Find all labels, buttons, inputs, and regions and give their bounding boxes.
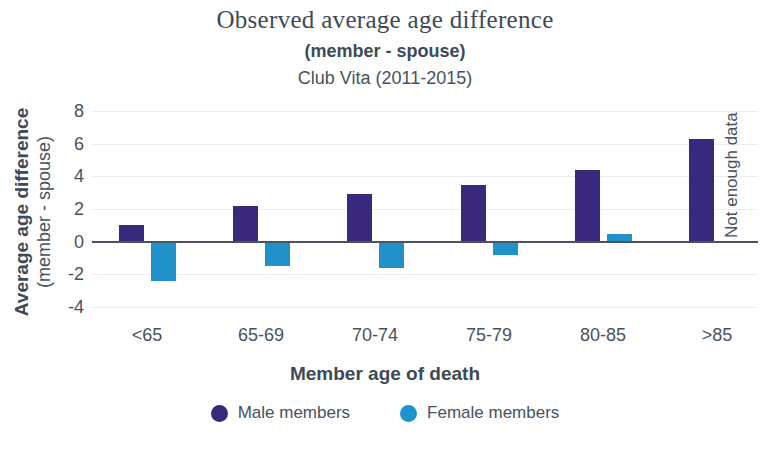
x-tick-label-<65: <65 (132, 325, 163, 346)
x-tick-label-65-69: 65-69 (238, 325, 284, 346)
plot-area (92, 111, 758, 307)
gridline-y-8 (92, 111, 758, 112)
bar-male-70-74 (347, 194, 372, 241)
x-axis-line (92, 241, 758, 243)
bar-female-70-74 (379, 242, 404, 268)
x-tick-label->85: >85 (702, 325, 733, 346)
x-tick-label-75-79: 75-79 (466, 325, 512, 346)
y-tick-label-4: 4 (38, 165, 84, 187)
legend-item-male-members: Male members (211, 403, 350, 423)
legend-marker-icon (400, 405, 417, 422)
chart-subtitle: (member - spouse) (0, 41, 770, 62)
chart-period-label: Club Vita (2011-2015) (0, 68, 770, 89)
x-tick-label-70-74: 70-74 (352, 325, 398, 346)
y-tick-label--4: -4 (38, 296, 84, 318)
chart-canvas: Observed average age difference (member … (0, 0, 770, 463)
bar-female-<65 (151, 242, 176, 281)
legend-marker-icon (211, 405, 228, 422)
legend-item-female-members: Female members (400, 403, 559, 423)
bar-male->85 (689, 139, 714, 242)
gridline-y-6 (92, 144, 758, 145)
legend-label: Female members (427, 403, 559, 423)
gridline-y--2 (92, 274, 758, 275)
y-axis-title-line1: Average age difference (11, 108, 33, 316)
gridline-y-2 (92, 209, 758, 210)
legend: Male members Female members (0, 403, 770, 423)
x-tick-label-80-85: 80-85 (580, 325, 626, 346)
y-tick-label-2: 2 (38, 198, 84, 220)
x-axis-title: Member age of death (0, 363, 770, 385)
bar-female-75-79 (493, 242, 518, 255)
bar-male-<65 (119, 225, 144, 241)
bar-male-80-85 (575, 170, 600, 242)
gridline-y--4 (92, 307, 758, 308)
y-tick-label-8: 8 (38, 100, 84, 122)
bar-male-65-69 (233, 206, 258, 242)
not-enough-data-annotation: Not enough data (714, 66, 750, 238)
bar-male-75-79 (461, 185, 486, 242)
chart-title: Observed average age difference (0, 6, 770, 34)
y-tick-label-0: 0 (38, 231, 84, 253)
y-tick-label-6: 6 (38, 133, 84, 155)
gridline-y-4 (92, 176, 758, 177)
bar-female-65-69 (265, 242, 290, 267)
legend-label: Male members (238, 403, 350, 423)
y-tick-label--2: -2 (38, 263, 84, 285)
